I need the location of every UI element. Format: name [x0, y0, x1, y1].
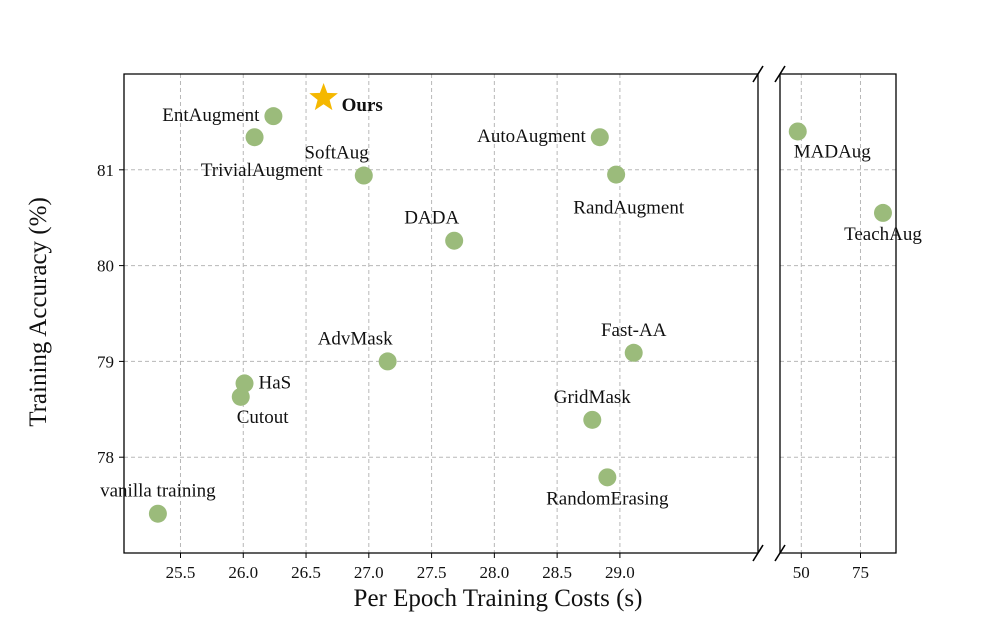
- point-label-autoaugment: AutoAugment: [477, 126, 586, 147]
- x-tick-label: 75: [852, 563, 869, 582]
- data-point-entaugment: [264, 107, 283, 126]
- right-panel-frame: [780, 73, 897, 554]
- axes-frames: [123, 65, 897, 562]
- x-tick-label: 27.5: [417, 563, 447, 582]
- point-label-dada: DADA: [404, 208, 459, 229]
- point-label-softaug: SoftAug: [304, 143, 369, 164]
- y-tick-label: 78: [97, 448, 114, 467]
- x-tick-label: 29.0: [605, 563, 635, 582]
- x-tick-label: 26.0: [228, 563, 258, 582]
- data-point-madaug: [788, 122, 807, 141]
- x-tick-label: 25.5: [166, 563, 196, 582]
- axis-break-mark: [752, 544, 764, 562]
- x-axis-label: Per Epoch Training Costs (s): [354, 585, 643, 612]
- data-point-gridmask: [583, 410, 602, 429]
- grid-lines: [124, 74, 896, 553]
- data-point-ours: [309, 83, 338, 111]
- y-axis-label: Training Accuracy (%): [25, 197, 52, 427]
- x-tick-label: 28.5: [542, 563, 572, 582]
- point-label-trivialaugment: TrivialAugment: [201, 160, 323, 181]
- x-tick-label: 50: [793, 563, 810, 582]
- point-label-gridmask: GridMask: [554, 387, 632, 408]
- point-label-advmask: AdvMask: [318, 328, 393, 349]
- axis-break-mark: [752, 65, 764, 83]
- data-point-randaugment: [607, 165, 626, 184]
- left-panel-frame: [123, 73, 758, 554]
- x-tick-label: 27.0: [354, 563, 384, 582]
- point-label-ours: Ours: [342, 95, 383, 116]
- data-point-softaug: [354, 166, 373, 185]
- y-tick-label: 79: [97, 352, 114, 371]
- point-label-cutout: Cutout: [237, 407, 289, 428]
- data-point-advmask: [378, 352, 397, 371]
- point-label-entaugment: EntAugment: [162, 105, 260, 126]
- axis-break-mark: [774, 65, 786, 83]
- point-label-randaugment: RandAugment: [573, 198, 685, 219]
- point-label-vanilla-training: vanilla training: [100, 481, 216, 502]
- y-tick-label: 80: [97, 257, 114, 276]
- point-label-madaug: MADAug: [794, 141, 872, 162]
- axis-ticks: 78 79 80 81 25.5 26.0 26.5 27.0 27.5 28.0 28.5 29.0…: [97, 161, 869, 582]
- data-point-autoaugment: [590, 128, 609, 147]
- data-point-randomerasing: [598, 468, 617, 487]
- point-label-fast-aa: Fast-AA: [601, 320, 667, 341]
- data-points: [148, 83, 892, 523]
- data-point-teachaug: [873, 203, 892, 222]
- x-tick-label: 28.0: [479, 563, 509, 582]
- point-label-teachaug: TeachAug: [844, 224, 922, 245]
- data-point-dada: [445, 231, 464, 250]
- axis-break-mark: [774, 544, 786, 562]
- point-label-has: HaS: [259, 372, 292, 393]
- point-label-randomerasing: RandomErasing: [546, 488, 669, 509]
- y-tick-label: 81: [97, 161, 114, 180]
- x-tick-label: 26.5: [291, 563, 321, 582]
- data-point-vanilla-training: [148, 504, 167, 523]
- data-point-fast-aa: [624, 343, 643, 362]
- point-labels: vanilla training Cutout HaS TrivialAugment E…: [100, 95, 922, 509]
- data-point-has: [235, 374, 254, 393]
- data-point-trivialaugment: [245, 128, 264, 147]
